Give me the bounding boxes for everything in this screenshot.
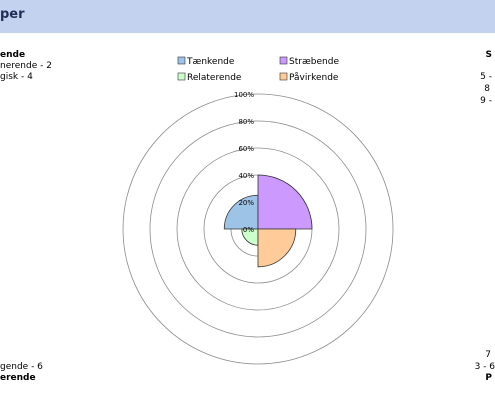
grid-ring: [149, 120, 367, 338]
legend-label: Relaterende: [187, 73, 242, 83]
radial-tick-label: 40%: [238, 172, 254, 180]
left-top-item-1: nerende - 2: [0, 61, 52, 71]
right-top-item-2: 8: [484, 84, 490, 94]
legend-swatch: [177, 56, 186, 65]
radial-tick-label: 80%: [238, 118, 254, 126]
right-bottom-item-2: 3 - 6: [474, 362, 495, 372]
left-bottom-heading: erende: [0, 373, 36, 383]
left-bottom-item: gende - 6: [0, 362, 43, 372]
grid-ring: [122, 93, 394, 365]
right-bottom-item-1: 7: [485, 350, 491, 360]
legend-swatch: [177, 72, 186, 81]
grid-ring: [176, 147, 340, 311]
left-top-heading: ende: [0, 50, 26, 60]
page-title: per: [0, 7, 25, 22]
radial-tick-label: 100%: [234, 91, 254, 99]
right-bottom-heading: P: [485, 373, 492, 383]
radial-tick-label: 20%: [238, 199, 254, 207]
sector-4: [257, 228, 297, 268]
radial-tick-label: 60%: [238, 145, 254, 153]
header-bar: per: [0, 0, 495, 33]
legend-swatch: [279, 56, 288, 65]
legend-label: Tænkende: [186, 57, 235, 67]
right-top-item-1: 5 -: [480, 72, 492, 82]
legend-swatch: [279, 72, 288, 81]
legend-label: Stræbende: [289, 57, 339, 67]
radial-tick-label: 0%: [243, 226, 254, 234]
right-top-heading: S: [485, 50, 492, 60]
left-top-item-2: gisk - 4: [0, 72, 33, 82]
right-top-item-3: 9 -: [480, 96, 492, 106]
sector-1: [223, 194, 259, 230]
sector-2: [257, 174, 313, 230]
legend-label: Påvirkende: [289, 72, 339, 83]
